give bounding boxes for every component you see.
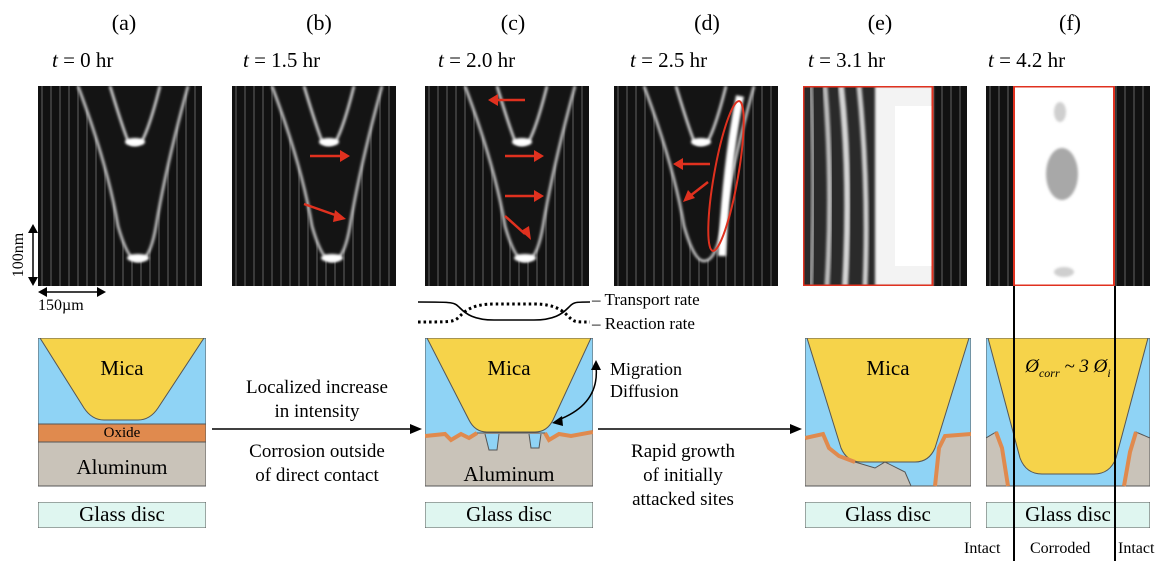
guide-line-right <box>1114 286 1116 561</box>
label-intact-right: Intact <box>1118 540 1155 557</box>
horizontal-scale-label: 150µm <box>38 297 84 314</box>
caption-migration-diffusion: Migration Diffusion <box>610 359 682 401</box>
image-frame-e <box>803 86 967 286</box>
mica-label-e: Mica <box>866 356 910 380</box>
time-label-d: t = 2.5 hr <box>630 48 708 72</box>
diameter-label: Øcorr ~ 3 Øi <box>1025 356 1111 380</box>
image-frame-a <box>38 86 202 286</box>
guide-line-left <box>1013 286 1015 561</box>
red-arrow-icon <box>488 94 525 106</box>
red-arrow-icon <box>310 150 350 162</box>
time-label-b: t = 1.5 hr <box>243 48 321 72</box>
red-arrow-icon <box>673 158 710 170</box>
glass-label-a: Glass disc <box>79 502 165 526</box>
panel-letter-f: (f) <box>1059 10 1081 35</box>
vertical-scale-label: 100nm <box>10 232 27 278</box>
glass-label-e: Glass disc <box>845 502 931 526</box>
caption-localized-increase: Localized increase in intensity <box>246 377 388 422</box>
schematic-intermediate-glass <box>425 502 593 528</box>
image-frame-f <box>986 86 1150 286</box>
red-arrow-icon <box>505 190 544 202</box>
red-arrow-icon <box>303 202 346 222</box>
glass-label-f: Glass disc <box>1025 502 1111 526</box>
time-label-c: t = 2.0 hr <box>438 48 516 72</box>
schematic-intermediate <box>425 338 593 487</box>
migration-curved-arrow <box>552 360 601 426</box>
glass-label-c: Glass disc <box>466 502 552 526</box>
aluminum-label-c: Aluminum <box>463 462 555 486</box>
aluminum-label-a: Aluminum <box>76 455 168 479</box>
transport-rate-label: – Transport rate <box>592 290 700 309</box>
reaction-rate-label: – Reaction rate <box>592 314 695 333</box>
oxide-label-a: Oxide <box>103 425 141 441</box>
schematic-initial <box>38 338 206 487</box>
process-arrow-1 <box>212 424 422 434</box>
label-corroded: Corroded <box>1030 540 1091 557</box>
vertical-scale-bar <box>28 224 38 286</box>
horizontal-scale-bar <box>38 287 106 297</box>
label-intact-left: Intact <box>964 540 1001 557</box>
mica-label-a: Mica <box>100 356 144 380</box>
red-arrow-icon <box>504 215 531 240</box>
panel-letter-c: (c) <box>500 10 526 35</box>
schematic-advanced <box>805 338 971 487</box>
panel-letter-b: (b) <box>306 10 332 35</box>
rate-curves <box>417 301 591 324</box>
red-arrow-icon <box>505 150 544 162</box>
panel-letter-e: (e) <box>867 10 893 35</box>
red-arrow-icon <box>683 181 709 202</box>
time-label-f: t = 4.2 hr <box>988 48 1066 72</box>
caption-corrosion-outside: Corrosion outside of direct contact <box>249 441 385 486</box>
time-label-a: t = 0 hr <box>52 48 114 72</box>
panel-letter-d: (d) <box>694 10 720 35</box>
panel-letter-a: (a) <box>111 10 137 35</box>
image-frame-d <box>614 86 778 286</box>
schematic-initial-glass <box>38 502 206 528</box>
process-arrow-2 <box>598 424 802 434</box>
caption-rapid-growth: Rapid growth of initially attacked sites <box>631 441 735 510</box>
time-label-e: t = 3.1 hr <box>808 48 886 72</box>
schematic-advanced-glass <box>805 502 971 528</box>
mica-label-c: Mica <box>487 356 531 380</box>
image-frame-c <box>425 86 589 286</box>
image-frame-b <box>232 86 396 286</box>
